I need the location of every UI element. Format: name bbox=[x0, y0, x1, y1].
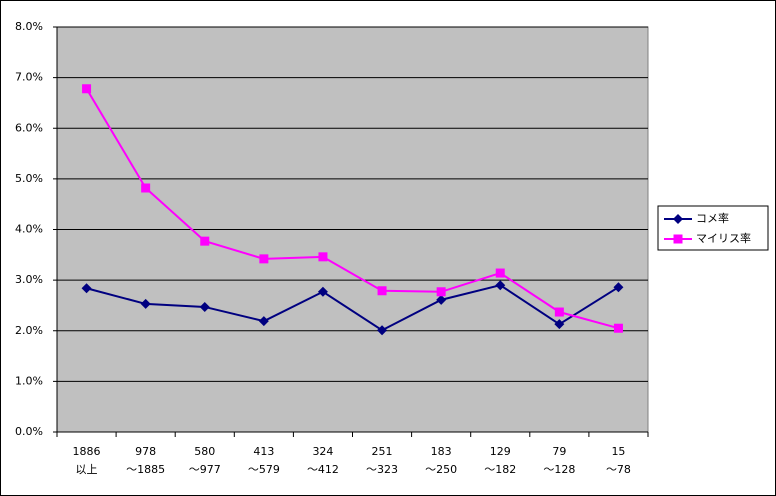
data-point bbox=[554, 319, 565, 330]
x-tick-label: 978 bbox=[135, 445, 156, 458]
x-tick-label: 以上 bbox=[76, 463, 98, 476]
x-tick-label: ～412 bbox=[307, 463, 339, 476]
x-tick-label: ～579 bbox=[248, 463, 280, 476]
x-tick-label: ～128 bbox=[543, 463, 575, 476]
x-tick-label: 413 bbox=[253, 445, 274, 458]
data-point bbox=[436, 294, 447, 305]
legend-label: マイリス率 bbox=[696, 231, 751, 245]
data-point bbox=[495, 268, 505, 278]
data-point bbox=[81, 283, 92, 294]
y-tick-label: 7.0% bbox=[15, 71, 43, 84]
x-tick-label: ～1885 bbox=[126, 463, 165, 476]
y-tick-label: 4.0% bbox=[15, 223, 43, 236]
data-point bbox=[613, 323, 623, 333]
y-tick-label: 0.0% bbox=[15, 425, 43, 438]
x-tick-label: 324 bbox=[312, 445, 333, 458]
data-point bbox=[554, 307, 564, 317]
data-point bbox=[377, 325, 388, 336]
y-tick-label: 1.0% bbox=[15, 374, 43, 387]
x-tick-label: ～78 bbox=[606, 463, 631, 476]
y-tick-label: 8.0% bbox=[15, 20, 43, 33]
data-point bbox=[613, 282, 624, 293]
data-point bbox=[495, 280, 506, 291]
data-point bbox=[318, 252, 328, 262]
x-tick-label: ～977 bbox=[189, 463, 221, 476]
data-point bbox=[377, 286, 387, 296]
legend-label: コメ率 bbox=[696, 211, 729, 225]
data-point bbox=[140, 298, 151, 309]
x-tick-label: 251 bbox=[372, 445, 393, 458]
data-point bbox=[82, 84, 92, 94]
x-tick-label: 15 bbox=[611, 445, 625, 458]
legend-marker bbox=[673, 214, 683, 224]
data-point bbox=[258, 316, 269, 327]
data-point bbox=[200, 236, 210, 246]
series-line bbox=[86, 284, 619, 332]
data-point bbox=[199, 301, 210, 312]
x-tick-label: 1886 bbox=[73, 445, 101, 458]
legend-marker bbox=[673, 234, 683, 244]
x-tick-label: ～250 bbox=[425, 463, 457, 476]
y-tick-label: 5.0% bbox=[15, 172, 43, 185]
series-line bbox=[85, 88, 619, 330]
x-tick-label: 580 bbox=[194, 445, 215, 458]
y-tick-label: 2.0% bbox=[15, 324, 43, 337]
data-point bbox=[259, 254, 269, 264]
x-tick-label: ～323 bbox=[366, 463, 398, 476]
y-tick-label: 6.0% bbox=[15, 121, 43, 134]
data-point bbox=[436, 287, 446, 297]
y-tick-label: 3.0% bbox=[15, 273, 43, 286]
x-tick-label: ～182 bbox=[484, 463, 516, 476]
x-tick-label: 129 bbox=[490, 445, 511, 458]
data-point bbox=[317, 286, 328, 297]
data-point bbox=[141, 183, 151, 193]
x-tick-label: 79 bbox=[552, 445, 566, 458]
x-tick-label: 183 bbox=[431, 445, 452, 458]
